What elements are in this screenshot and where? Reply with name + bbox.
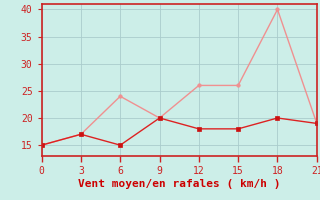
X-axis label: Vent moyen/en rafales ( km/h ): Vent moyen/en rafales ( km/h ) [78, 179, 280, 189]
